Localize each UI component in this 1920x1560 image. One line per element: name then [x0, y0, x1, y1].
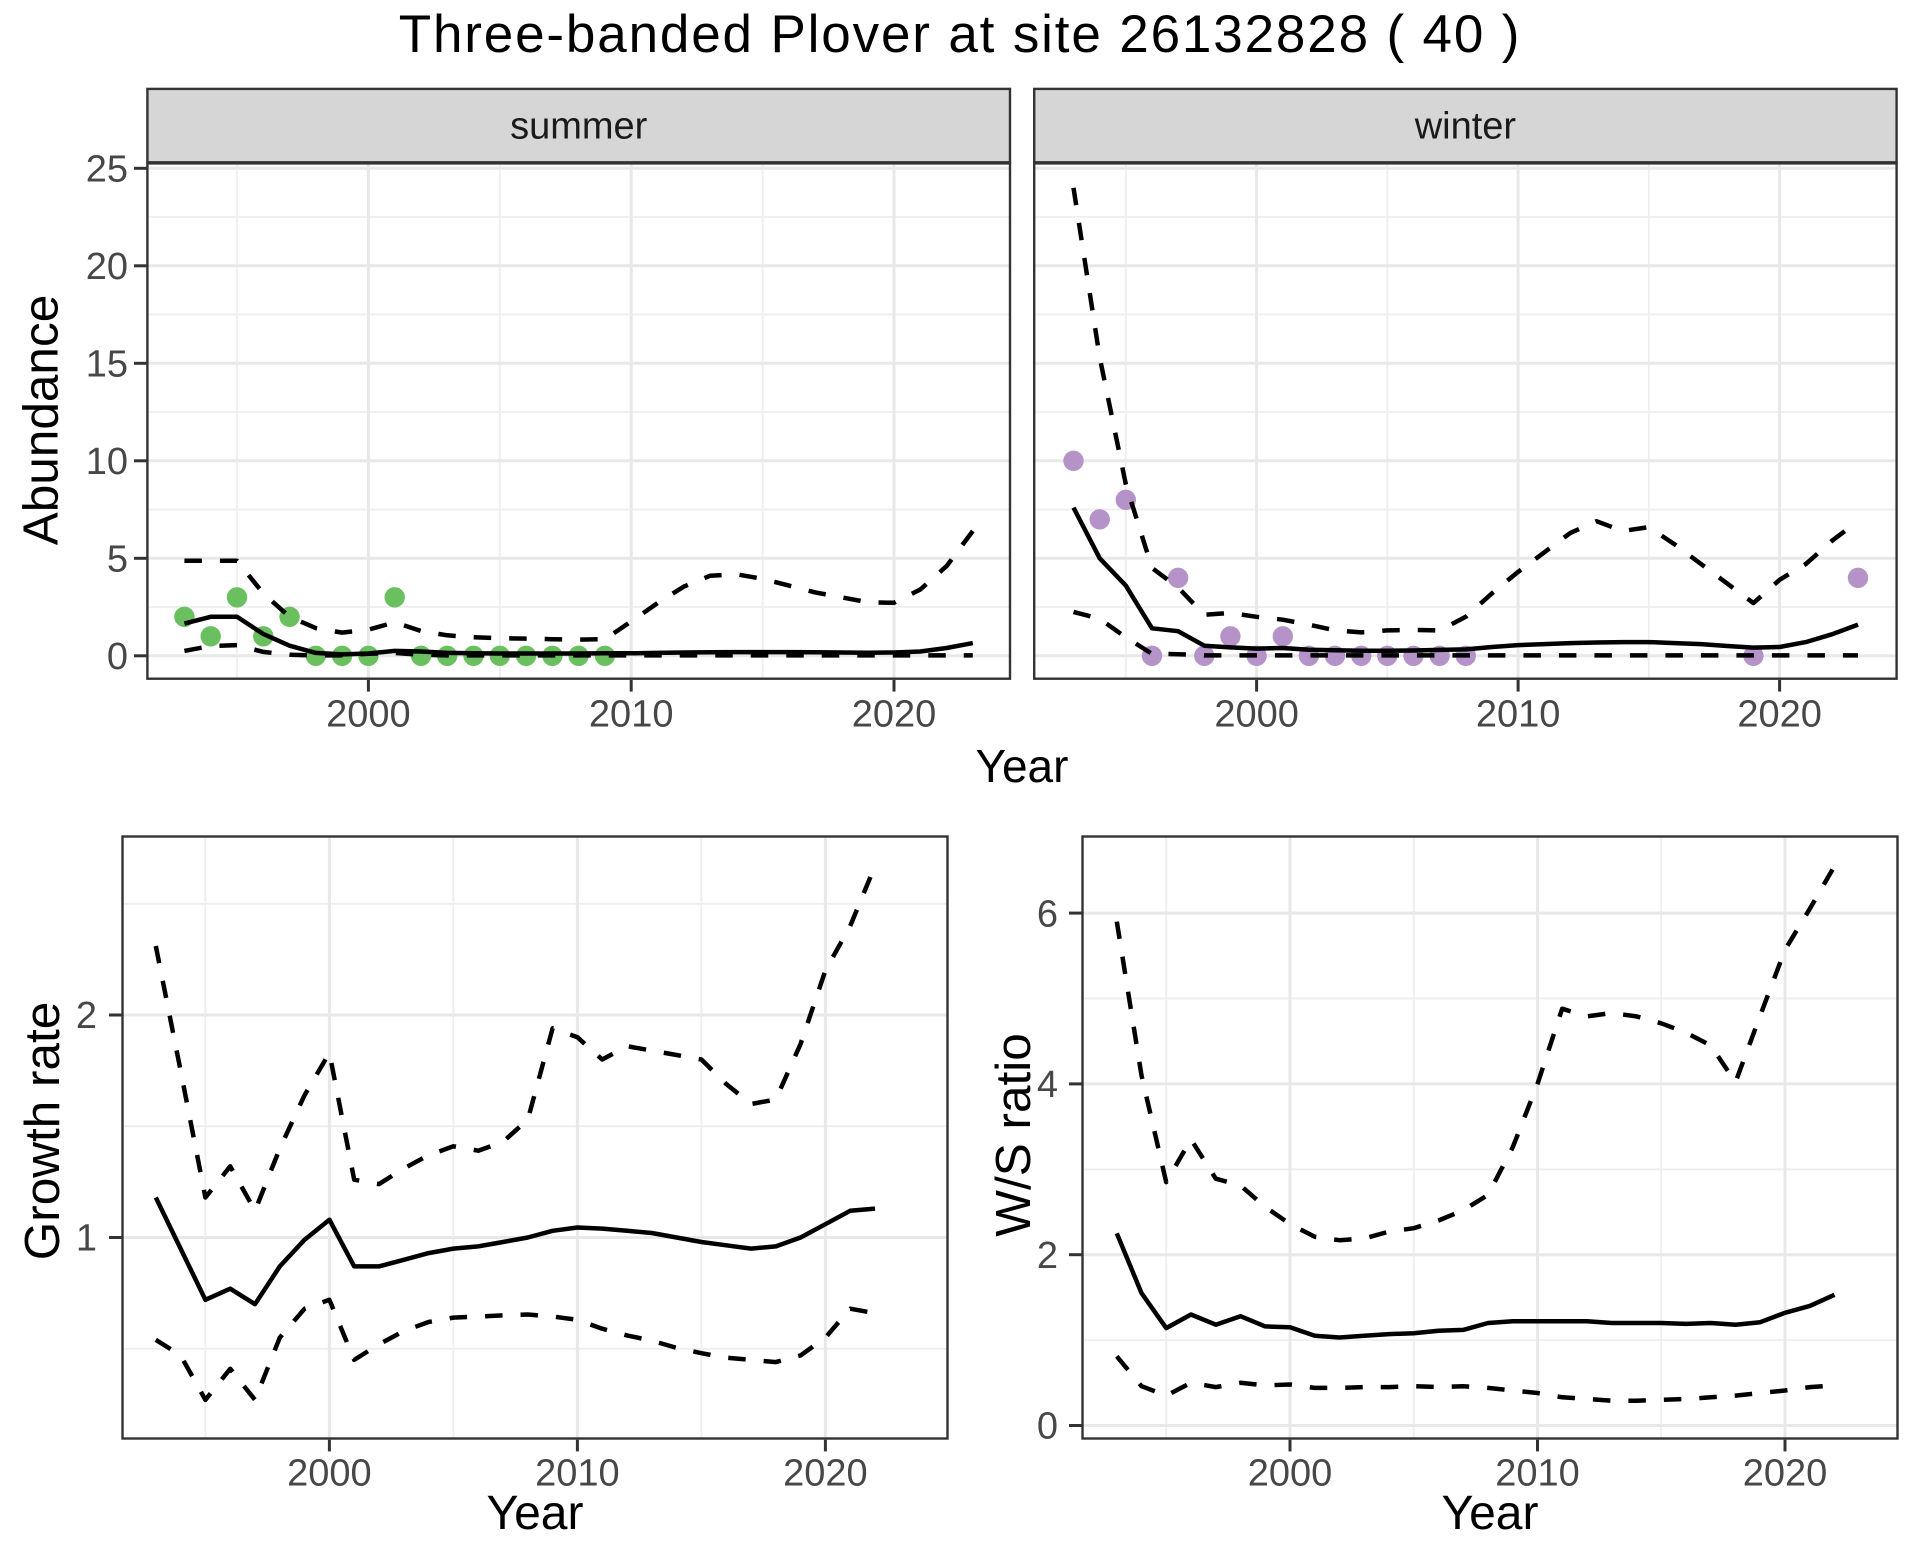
svg-text:0: 0 — [1037, 1406, 1058, 1448]
svg-text:20: 20 — [86, 246, 128, 288]
svg-text:Year: Year — [487, 1487, 584, 1540]
svg-text:2000: 2000 — [326, 693, 411, 735]
svg-text:2020: 2020 — [1743, 1452, 1828, 1494]
svg-text:2020: 2020 — [783, 1452, 868, 1494]
svg-text:1: 1 — [76, 1218, 97, 1260]
svg-text:Growth rate: Growth rate — [15, 1002, 70, 1261]
svg-text:2020: 2020 — [852, 693, 937, 735]
svg-text:4: 4 — [1037, 1064, 1058, 1106]
svg-text:6: 6 — [1037, 893, 1058, 935]
svg-text:2010: 2010 — [1495, 1452, 1580, 1494]
svg-text:10: 10 — [86, 441, 128, 483]
svg-text:2: 2 — [76, 995, 97, 1037]
svg-text:winter: winter — [1414, 106, 1517, 148]
svg-text:Year: Year — [976, 740, 1069, 792]
svg-text:2020: 2020 — [1737, 693, 1822, 735]
svg-text:25: 25 — [86, 149, 128, 191]
svg-text:0: 0 — [107, 636, 128, 678]
svg-text:Three-banded Plover at site 26: Three-banded Plover at site 26132828 ( 4… — [399, 5, 1522, 64]
svg-text:summer: summer — [510, 106, 648, 148]
svg-text:2010: 2010 — [535, 1452, 620, 1494]
svg-text:Year: Year — [1442, 1487, 1539, 1540]
svg-text:2000: 2000 — [287, 1452, 372, 1494]
svg-text:2: 2 — [1037, 1235, 1058, 1277]
svg-text:2000: 2000 — [1248, 1452, 1333, 1494]
svg-text:5: 5 — [107, 539, 128, 581]
svg-text:15: 15 — [86, 344, 128, 386]
svg-text:2010: 2010 — [1476, 693, 1561, 735]
svg-text:Abundance: Abundance — [14, 295, 69, 545]
svg-text:2000: 2000 — [1214, 693, 1299, 735]
svg-text:2010: 2010 — [589, 693, 674, 735]
svg-text:W/S ratio: W/S ratio — [986, 1033, 1041, 1237]
